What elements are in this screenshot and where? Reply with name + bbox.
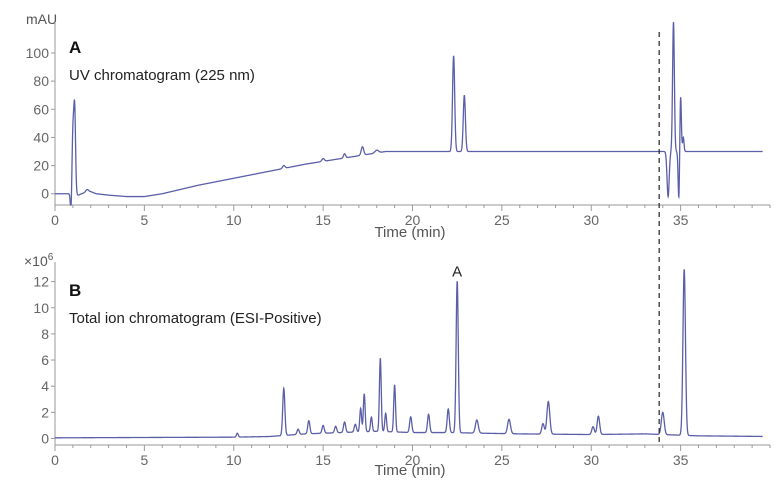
panel-a-uv-trace [55,21,763,206]
x-tick-label: 20 [405,212,421,228]
x-tick-label: 0 [51,452,59,468]
y-tick-label: 0 [41,430,49,446]
panel-b-units-base: ×10 [24,253,48,269]
x-tick-label: 5 [140,452,148,468]
y-tick-label: 40 [33,129,49,145]
y-tick-label: 0 [41,186,49,202]
y-tick-label: 6 [41,352,49,368]
panel-b-letter: B [69,281,81,300]
y-tick-label: 20 [33,158,49,174]
panel-b-x-axis-title: Time (min) [374,462,445,479]
panel-a-units-label: mAU [26,11,57,27]
x-tick-label: 25 [494,452,510,468]
y-tick-label: 80 [33,73,49,89]
panel-a: mAU A UV chromatogram (225 nm) 0 20 40 60 80… [26,11,771,241]
panel-b-units-label: ×106 [24,252,54,269]
x-tick-label: 20 [405,452,421,468]
y-tick-label: 8 [41,326,49,342]
peak-a-annotation: A [452,263,462,280]
panel-b-tic-trace [55,269,763,439]
x-tick-label: 30 [583,452,599,468]
y-tick-label: 60 [33,101,49,117]
x-tick-label: 5 [140,212,148,228]
panel-b-units-exponent: 6 [48,252,54,263]
y-tick-label: 100 [26,45,50,61]
panel-a-letter: A [69,38,81,57]
x-tick-label: 35 [673,452,689,468]
panel-b-axes: 0 2 4 6 8 10 12 0 5 10 15 20 25 30 35 [33,262,771,468]
x-tick-label: 10 [226,212,242,228]
y-tick-label: 2 [41,404,49,420]
x-tick-label: 30 [583,212,599,228]
panel-a-title: UV chromatogram (225 nm) [69,67,255,84]
panel-a-axes: 0 20 40 60 80 100 0 5 10 15 20 25 30 35 [26,22,771,228]
x-tick-label: 10 [226,452,242,468]
panel-b-title: Total ion chromatogram (ESI-Positive) [69,310,322,327]
x-tick-label: 0 [51,212,59,228]
y-tick-label: 12 [33,274,49,290]
x-tick-label: 15 [315,452,331,468]
x-tick-label: 15 [315,212,331,228]
y-tick-label: 4 [41,378,49,394]
x-tick-label: 35 [673,212,689,228]
panel-b: ×106 B Total ion chromatogram (ESI-Posit… [24,252,771,479]
panel-a-x-axis-title: Time (min) [374,224,445,241]
y-tick-label: 10 [33,300,49,316]
x-tick-label: 25 [494,212,510,228]
